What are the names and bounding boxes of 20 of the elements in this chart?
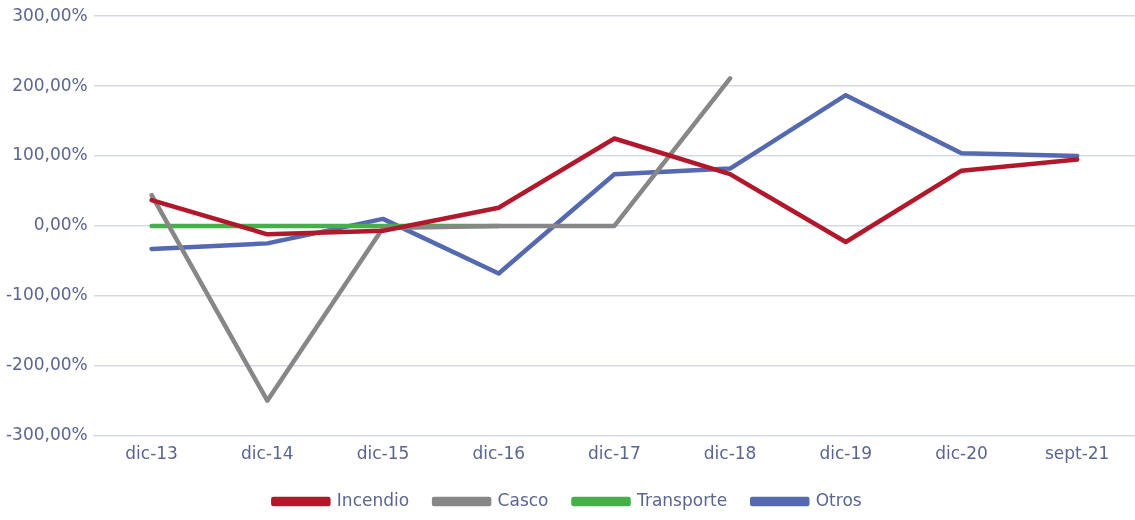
legend-label: Otros — [815, 489, 862, 510]
y-tick-label: 300,00% — [12, 4, 88, 25]
y-tick-label: 200,00% — [12, 74, 88, 95]
x-tick-label: dic-17 — [588, 443, 641, 464]
x-tick-label: dic-13 — [125, 443, 178, 464]
legend-label: Incendio — [336, 489, 410, 510]
legend-label: Transporte — [636, 489, 728, 510]
x-tick-label: dic-18 — [703, 443, 757, 464]
x-tick-label: sept-21 — [1044, 443, 1110, 464]
y-tick-label: -200,00% — [5, 354, 88, 375]
y-tick-label: -100,00% — [5, 284, 88, 305]
x-tick-label: dic-16 — [472, 443, 526, 464]
y-tick-label: 100,00% — [12, 144, 88, 165]
y-tick-label: 0,00% — [33, 214, 88, 235]
x-tick-label: dic-15 — [356, 443, 410, 464]
legend-label: Casco — [497, 489, 549, 510]
x-tick-label: dic-20 — [935, 443, 988, 464]
x-tick-label: dic-14 — [240, 443, 294, 464]
x-tick-label: dic-19 — [819, 443, 873, 464]
y-tick-label: -300,00% — [5, 424, 88, 445]
